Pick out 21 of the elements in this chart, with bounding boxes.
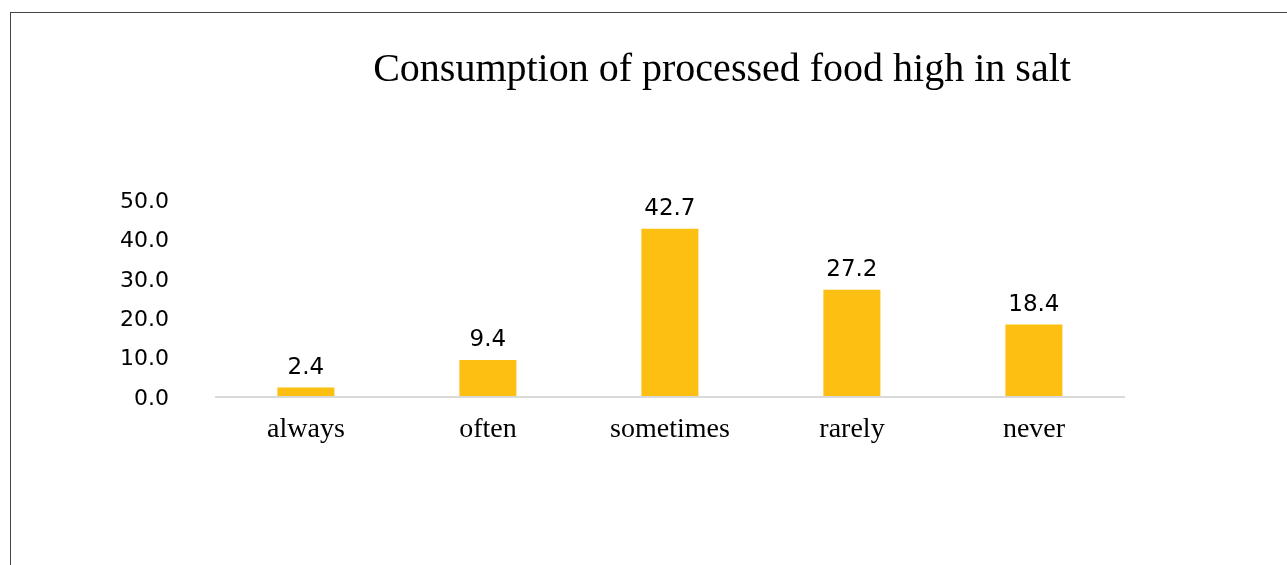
x-tick-label: often xyxy=(459,411,517,443)
chart-title: Consumption of processed food high in salt xyxy=(372,44,1072,91)
y-tick-label: 50.0 xyxy=(120,187,169,213)
data-label: 27.2 xyxy=(826,254,878,281)
data-label: 2.4 xyxy=(287,352,325,379)
data-label: 18.4 xyxy=(1008,289,1060,316)
y-tick-label: 30.0 xyxy=(120,266,169,292)
y-tick-label: 10.0 xyxy=(120,345,169,371)
x-tick-label: always xyxy=(267,411,345,443)
x-tick-label: never xyxy=(1002,411,1066,443)
bar xyxy=(1005,324,1063,397)
bar xyxy=(823,289,881,397)
y-tick-label: 0.0 xyxy=(134,384,169,410)
y-tick-label: 20.0 xyxy=(120,306,169,332)
bar xyxy=(641,228,699,397)
x-tick-label: rarely xyxy=(819,411,885,443)
x-tick-label: sometimes xyxy=(610,411,730,443)
bar xyxy=(459,359,517,397)
data-label: 9.4 xyxy=(469,324,507,351)
data-label: 42.7 xyxy=(644,193,696,220)
y-tick-label: 40.0 xyxy=(120,227,169,253)
